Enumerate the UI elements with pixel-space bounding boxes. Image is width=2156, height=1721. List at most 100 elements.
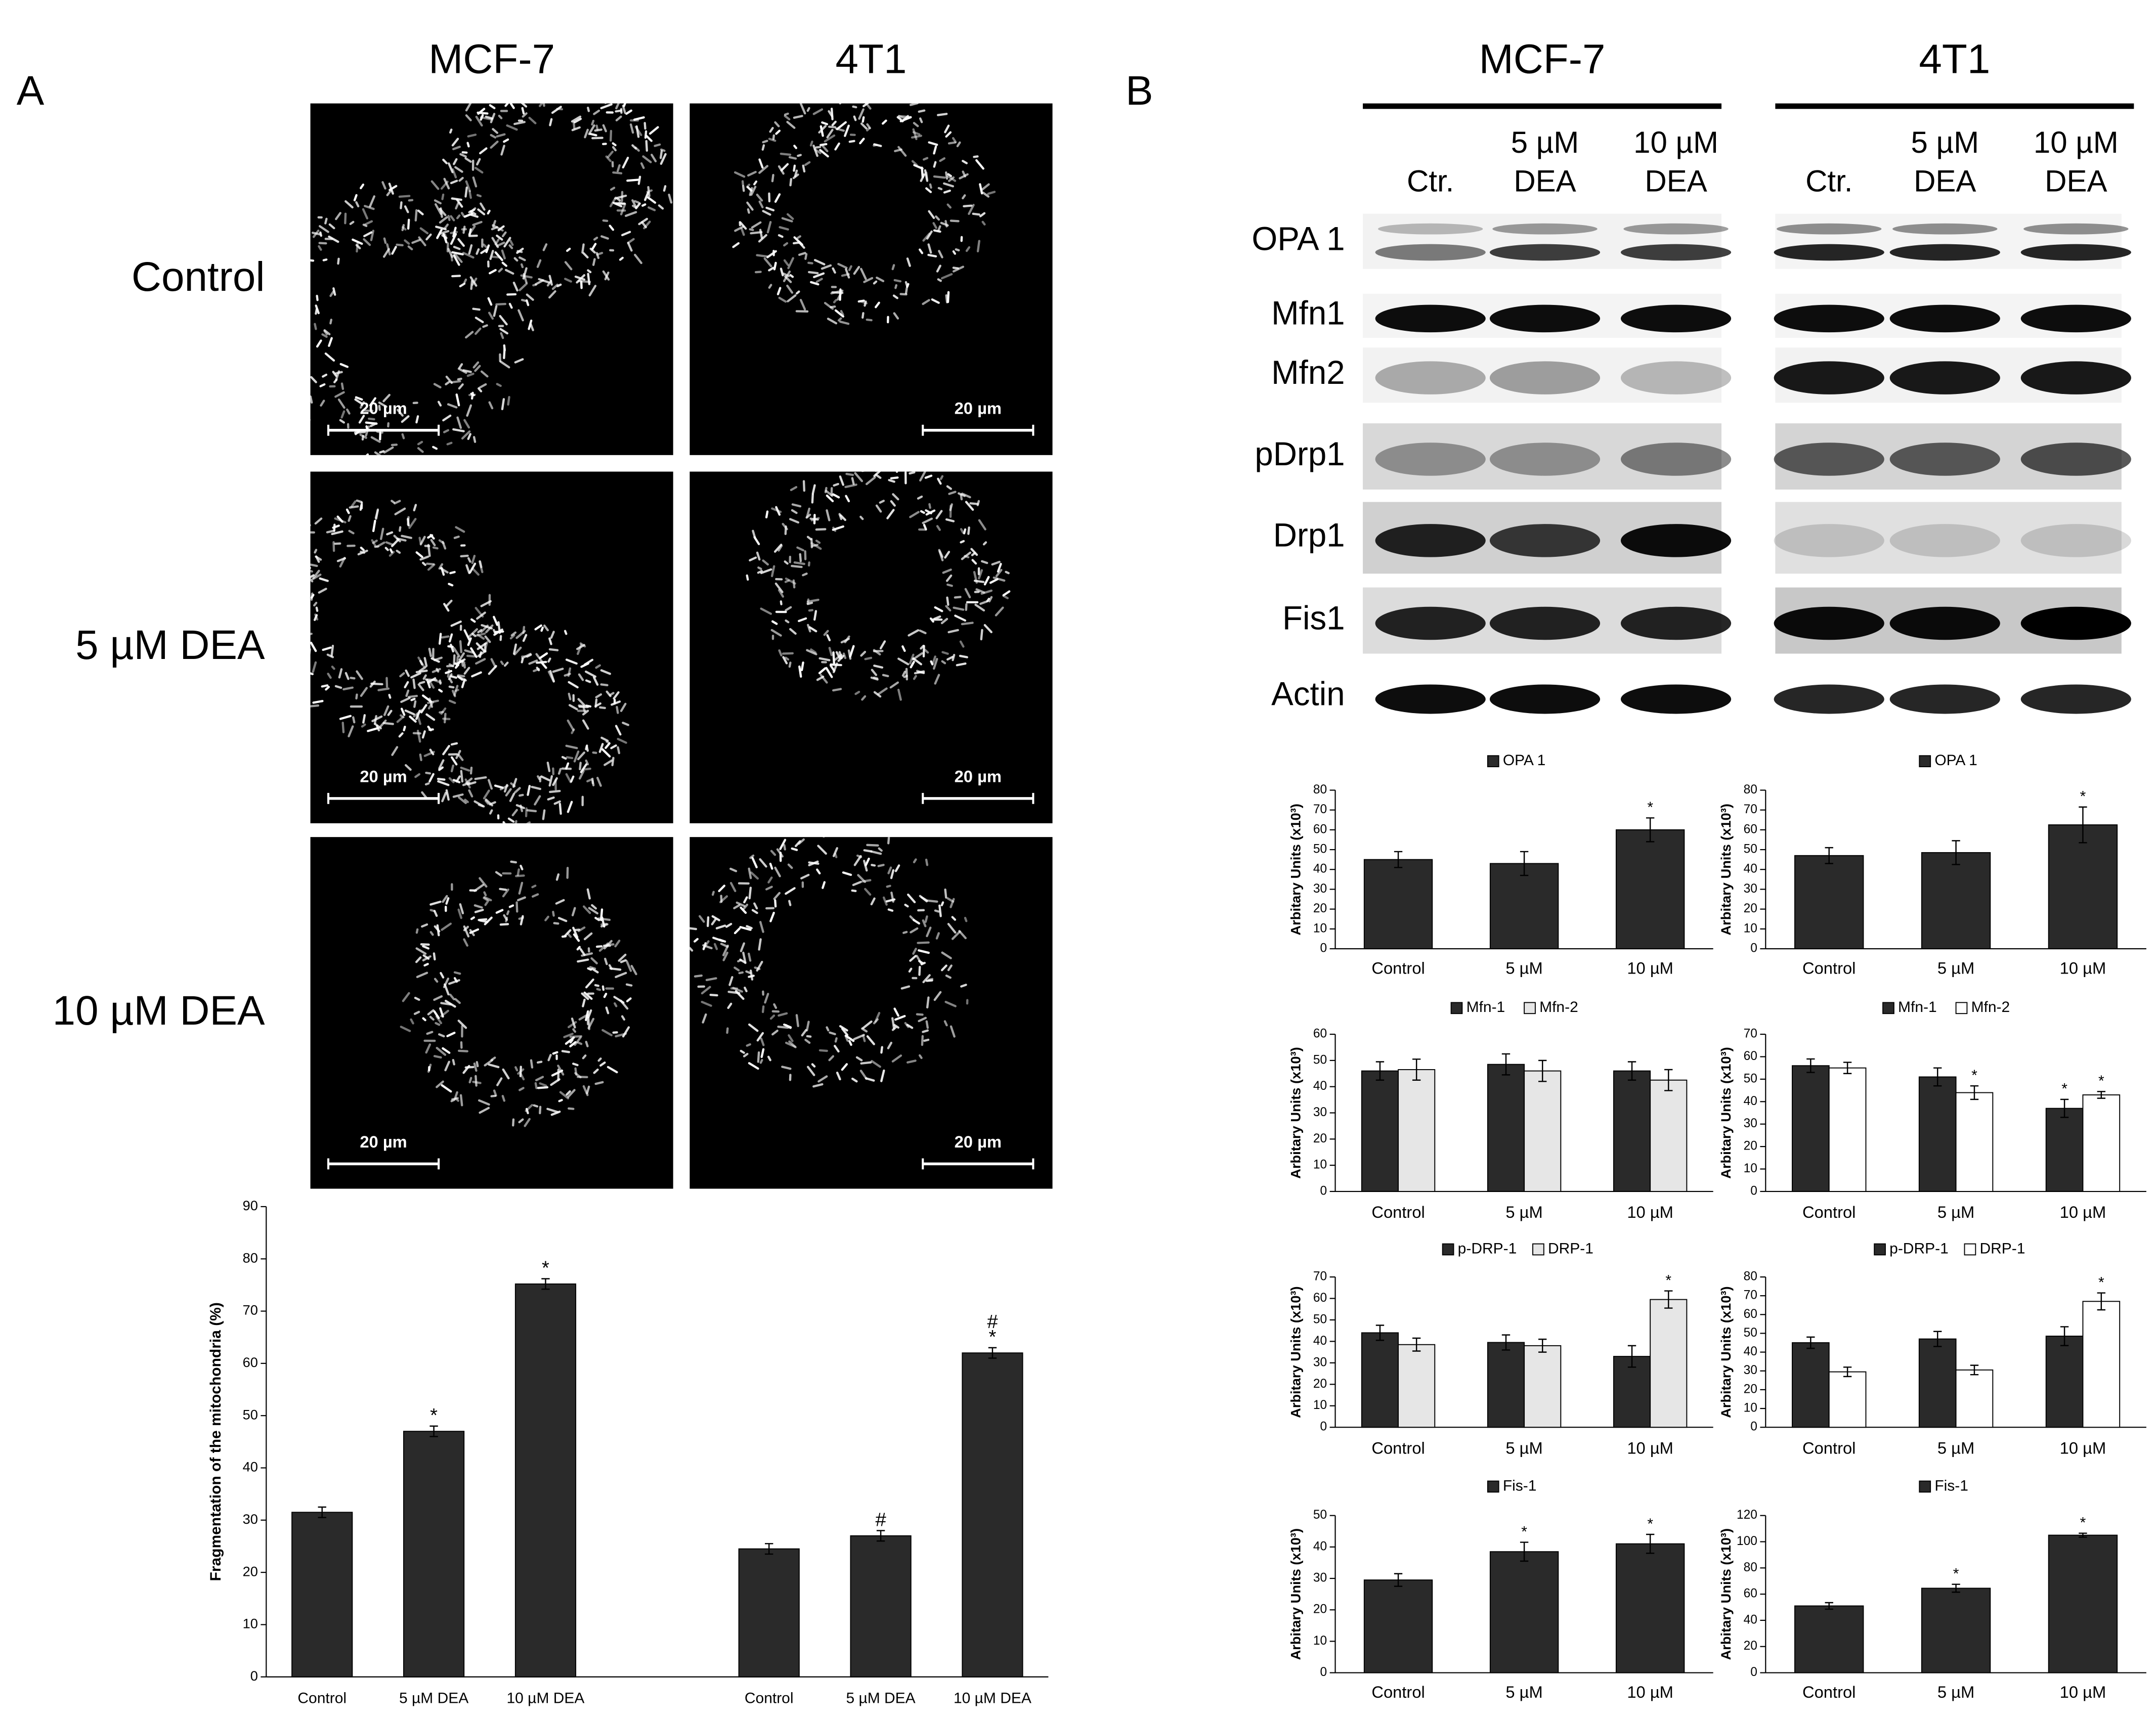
mitochondrion (472, 307, 481, 311)
mitochondrion (908, 967, 913, 973)
mitochondrion (749, 854, 755, 859)
mitochondrion (1002, 595, 1009, 599)
mitochondrion (438, 1033, 445, 1038)
mitochondrion (440, 567, 445, 576)
mitochondrion (927, 243, 932, 254)
mitochondrion (645, 140, 649, 152)
mitochondrion (646, 196, 657, 204)
mitochondrion (473, 800, 485, 808)
mitochondrion (423, 657, 428, 667)
column-header: MCF-7 (428, 36, 555, 82)
mitochondrion (397, 409, 404, 417)
mitochondrion (809, 141, 813, 147)
mitochondrion (320, 400, 325, 407)
mitochondrion (772, 134, 775, 141)
mitochondrion (508, 904, 514, 908)
mitochondrion (477, 634, 485, 640)
mitochondrion (924, 169, 929, 182)
bar (1794, 855, 1864, 949)
mitochondrion (783, 844, 786, 851)
x-tick-label: 10 µM (2060, 1203, 2106, 1221)
mitochondrion (918, 109, 926, 113)
blot-band (1375, 304, 1486, 333)
mitochondrion (510, 631, 517, 637)
mitochondrion (938, 250, 943, 258)
mitochondrion (334, 517, 347, 523)
significance-mark: * (1647, 1516, 1653, 1532)
legend-swatch (1955, 1002, 1968, 1014)
y-tick-label: 30 (243, 1511, 258, 1527)
mitochondrion (810, 517, 820, 521)
mitochondrion (383, 237, 387, 244)
lane-label: Ctr. (1805, 164, 1852, 198)
mitochondrion (513, 121, 526, 125)
mitochondrion (799, 553, 802, 562)
mitochondrion (740, 227, 745, 236)
mitochondrion (925, 858, 929, 866)
mitochondrion (498, 114, 503, 119)
mitochondrion (879, 500, 885, 504)
mitochondrion (865, 857, 870, 867)
mitochondrion (334, 685, 342, 689)
mitochondrion (324, 217, 328, 225)
mitochondrion (442, 541, 447, 550)
blot-band (1489, 684, 1601, 714)
mitochondrion (488, 312, 494, 320)
mitochondrion (564, 630, 568, 635)
mitochondrion (591, 119, 595, 126)
mitochondrion (566, 756, 574, 760)
mitochondrion (454, 1091, 458, 1100)
mitochondrion (746, 1043, 751, 1047)
mitochondrion (526, 821, 531, 823)
mitochondrion (833, 482, 839, 487)
mitochondrion (540, 661, 547, 669)
mitochondrion (449, 128, 453, 134)
protein-label: OPA 1 (1252, 220, 1345, 257)
mitochondrion (732, 242, 740, 248)
mitochondrion (777, 287, 782, 295)
mitochondrion (446, 599, 453, 607)
significance-mark: * (430, 1404, 438, 1426)
mitochondrion (408, 518, 417, 529)
mitochondrion (853, 266, 860, 275)
mitochondrion (767, 876, 773, 884)
mitochondrion (749, 228, 754, 231)
mitochondrion (774, 582, 784, 593)
bar (850, 1535, 912, 1678)
mitochondrion (462, 781, 471, 786)
mitochondrion (800, 661, 804, 672)
mitochondrion (786, 120, 796, 129)
error-bar (988, 1347, 997, 1359)
mitochondrion (937, 278, 942, 282)
mitochondrion (400, 696, 411, 703)
mitochondrion (627, 238, 635, 244)
mitochondrion (512, 281, 519, 292)
mitochondrion (734, 225, 745, 232)
mitochondrion (762, 210, 771, 216)
mitochondrion (601, 1029, 613, 1037)
mitochondrion (945, 605, 952, 612)
mitochondrion (852, 880, 862, 887)
mitochondrion (314, 323, 317, 330)
scale-bar-label: 20 µm (955, 399, 1002, 417)
mitochondrion (913, 122, 919, 127)
mitochondrion (379, 719, 387, 729)
mitochondrion (987, 191, 996, 195)
panel-label: A (17, 68, 45, 114)
mitochondrion (322, 646, 332, 651)
mitochondrion (722, 944, 729, 956)
mitochondrion (417, 209, 424, 215)
mitochondrion (509, 634, 515, 640)
mitochondrion (449, 993, 455, 1000)
mitochondrion (937, 225, 941, 232)
mitochondrion (654, 143, 661, 147)
mitochondrion (442, 744, 450, 756)
legend-swatch (1964, 1243, 1976, 1256)
mitochondrion (503, 138, 509, 143)
mitochondrion (585, 679, 591, 683)
mitochondrion (419, 659, 423, 666)
error-bar (1538, 1338, 1547, 1353)
mitochondrion (906, 257, 911, 267)
mitochondrion (531, 893, 539, 898)
mitochondrion (404, 681, 409, 688)
